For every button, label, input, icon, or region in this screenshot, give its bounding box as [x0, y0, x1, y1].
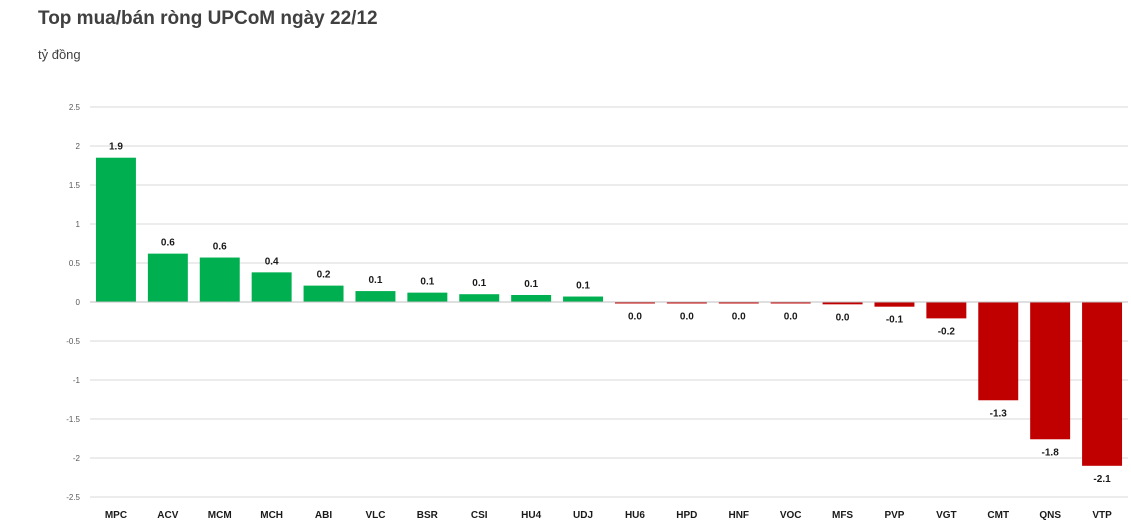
x-tick-label: CMT: [987, 510, 1009, 521]
y-tick-label: 1.5: [69, 181, 81, 190]
x-tick-label: MFS: [832, 510, 853, 521]
bar-udj: [563, 296, 604, 302]
unit-label: tỷ đồng: [38, 47, 81, 62]
bar-vtp: [1082, 302, 1123, 466]
bar-mcm: [199, 257, 240, 302]
data-label: 0.0: [680, 312, 694, 323]
data-label: -0.2: [938, 326, 956, 337]
y-tick-label: -1.5: [66, 415, 80, 424]
data-label: 0.1: [420, 277, 434, 288]
x-tick-label: VLC: [365, 510, 385, 521]
chart-title: Top mua/bán ròng UPCoM ngày 22/12: [38, 8, 378, 29]
bar-abi: [303, 285, 344, 302]
bar-hu6: [614, 302, 655, 304]
data-label: 0.0: [732, 312, 746, 323]
bar-cmt: [978, 302, 1019, 401]
bar-qns: [1030, 302, 1071, 440]
bar-vlc: [355, 291, 396, 302]
x-tick-label: PVP: [884, 510, 904, 521]
data-label: 1.9: [109, 142, 123, 153]
data-label: 0.0: [628, 312, 642, 323]
x-tick-label: MCH: [260, 510, 283, 521]
data-label: 0.6: [213, 242, 227, 253]
data-label: 0.4: [265, 256, 279, 267]
data-label: -1.3: [990, 408, 1008, 419]
bar-csi: [459, 294, 500, 302]
bar-voc: [770, 302, 811, 304]
x-tick-label: UDJ: [573, 510, 593, 521]
y-tick-label: 1: [76, 220, 81, 229]
bar-hu4: [511, 294, 552, 302]
x-tick-label: HPD: [676, 510, 697, 521]
y-tick-label: 2.5: [69, 103, 81, 112]
data-label: 0.2: [317, 270, 331, 281]
x-tick-label: MPC: [105, 510, 127, 521]
y-tick-label: -2: [73, 454, 81, 463]
x-tick-label: ACV: [157, 510, 178, 521]
data-label: 0.1: [368, 275, 382, 286]
y-tick-label: -2.5: [66, 493, 80, 502]
x-tick-label: BSR: [417, 510, 439, 521]
data-label: 0.1: [576, 281, 590, 292]
data-label: 0.1: [524, 279, 538, 290]
data-label: 0.6: [161, 238, 175, 249]
data-label: 0.1: [472, 278, 486, 289]
y-tick-label: 0: [76, 298, 81, 307]
x-tick-label: HNF: [728, 510, 749, 521]
data-label: -0.1: [886, 315, 904, 326]
x-tick-label: HU6: [625, 510, 645, 521]
bar-bsr: [407, 292, 448, 302]
data-label: -2.1: [1093, 474, 1111, 485]
bar-mpc: [95, 157, 136, 302]
bar-mfs: [822, 302, 863, 305]
y-tick-label: -0.5: [66, 337, 80, 346]
bar-pvp: [874, 302, 915, 307]
data-label: -1.8: [1042, 447, 1060, 458]
data-label: 0.0: [836, 312, 850, 323]
data-label: 0.0: [784, 312, 798, 323]
x-tick-label: HU4: [521, 510, 541, 521]
bar-acv: [147, 253, 188, 302]
x-tick-label: MCM: [208, 510, 232, 521]
x-tick-label: CSI: [471, 510, 488, 521]
bar-hpd: [666, 302, 707, 304]
x-tick-label: ABI: [315, 510, 332, 521]
y-tick-label: -1: [73, 376, 81, 385]
y-tick-label: 2: [76, 142, 81, 151]
bar-vgt: [926, 302, 967, 319]
x-tick-label: VOC: [780, 510, 802, 521]
x-tick-label: VTP: [1092, 510, 1112, 521]
x-tick-label: QNS: [1039, 510, 1061, 521]
bar-mch: [251, 272, 292, 302]
y-tick-label: 0.5: [69, 259, 81, 268]
x-tick-label: VGT: [936, 510, 957, 521]
bar-hnf: [718, 302, 759, 304]
